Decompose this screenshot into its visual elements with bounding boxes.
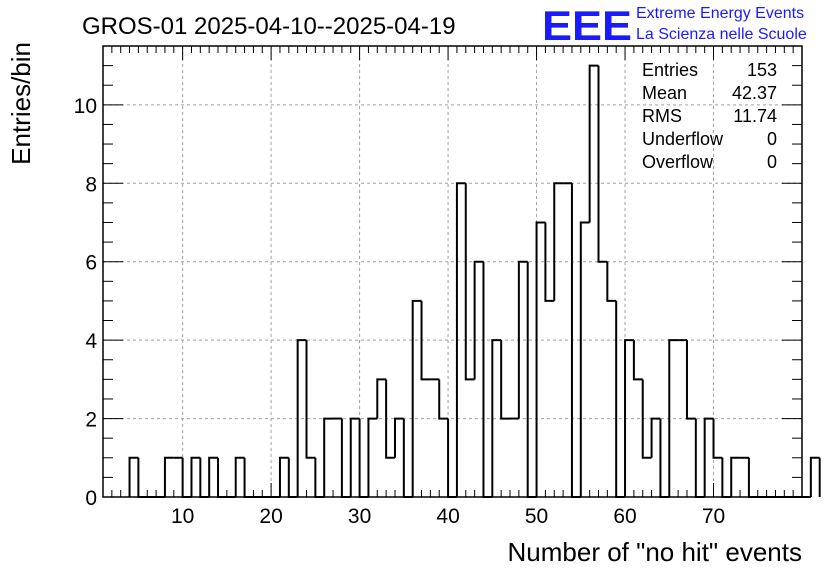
logo-mark: EEE	[542, 2, 632, 49]
histogram-bin	[491, 339, 502, 497]
histogram-bin	[685, 340, 696, 420]
y-tick-label: 6	[85, 252, 97, 275]
histogram-bin	[376, 378, 387, 419]
axis-ticks	[103, 46, 802, 497]
histogram-bin	[208, 456, 219, 497]
histogram-bin	[438, 379, 449, 420]
histogram-bin	[349, 417, 360, 497]
x-tick-label: 10	[171, 505, 194, 528]
y-tick-label: 4	[85, 330, 97, 353]
x-tick-label: 50	[525, 505, 548, 528]
histogram-bin	[181, 457, 192, 498]
histogram-bin	[340, 418, 351, 498]
histogram-bin	[624, 339, 634, 497]
histogram-bin	[234, 456, 245, 497]
histogram-bin	[385, 379, 395, 459]
histogram-bin	[535, 221, 546, 497]
histogram-bin	[747, 457, 758, 498]
histogram-bin	[455, 182, 466, 497]
x-tick-label: 40	[436, 505, 459, 528]
histogram-bin	[367, 417, 378, 497]
histogram-bin	[411, 299, 422, 497]
stat-value: 0	[767, 129, 777, 149]
stat-value: 42.37	[732, 83, 777, 103]
x-axis-label: Number of "no hit" events	[508, 537, 803, 567]
histogram-bin	[190, 456, 201, 497]
stats-box: Entries 153 Mean 42.37 RMS 11.74 Underflow 0 Ove…	[642, 60, 777, 172]
y-tick-labels: 0 2 4 6 8 10	[74, 95, 98, 510]
histogram-bin	[296, 339, 307, 497]
stat-label: Overflow	[642, 152, 714, 172]
histogram-bin	[393, 417, 404, 458]
histogram-bin	[712, 418, 723, 459]
x-tick-label: 20	[259, 505, 282, 528]
histogram-bin	[420, 300, 431, 381]
histogram-bin	[473, 260, 484, 380]
histogram-bin	[199, 457, 210, 498]
histogram-bin	[287, 457, 298, 498]
histogram-bin	[553, 182, 564, 301]
histogram-bin	[305, 340, 316, 459]
histogram-bin	[606, 261, 617, 302]
y-tick-label: 0	[85, 487, 97, 510]
grid-lines	[103, 46, 802, 497]
histogram-bin	[243, 457, 254, 498]
histogram-bin	[668, 339, 679, 497]
histogram-bin	[128, 456, 139, 497]
x-tick-label: 60	[613, 505, 636, 528]
plot-frame	[102, 45, 803, 498]
stat-label: Underflow	[642, 129, 724, 149]
histogram-bin	[659, 418, 670, 498]
histogram-bin	[632, 340, 643, 381]
histogram-bin	[544, 222, 555, 302]
histogram-bin	[500, 340, 511, 420]
stat-label: Entries	[642, 60, 698, 80]
chart-title: GROS-01 2025-04-10--2025-04-19	[82, 13, 456, 40]
histogram-bin	[482, 261, 493, 498]
histogram-bin	[358, 418, 369, 498]
y-axis-label: Entries/bin	[6, 42, 36, 165]
histogram-bin	[703, 417, 714, 497]
histogram-bin	[517, 260, 528, 419]
histogram-bin	[137, 457, 148, 498]
stat-label: RMS	[642, 106, 682, 126]
stat-value: 0	[767, 152, 777, 172]
stat-value: 11.74	[733, 106, 777, 126]
stat-label: Mean	[642, 83, 687, 103]
histogram-bin	[694, 418, 705, 498]
x-tick-labels: 10 20 30 40 50 60 70	[171, 505, 725, 528]
x-tick-label: 70	[702, 505, 725, 528]
histogram-bin	[730, 456, 741, 497]
logo-line-2: La Scienza nelle Scuole	[636, 26, 807, 43]
histogram-bin	[402, 418, 413, 498]
stat-value: 153	[747, 60, 777, 80]
y-tick-label: 8	[85, 173, 97, 196]
y-tick-label: 2	[85, 409, 97, 432]
histogram-bin	[721, 457, 732, 498]
histogram-bin	[217, 457, 227, 498]
histogram-bin	[588, 64, 599, 223]
histogram-bin	[278, 456, 289, 497]
histogram-bin	[447, 418, 457, 498]
histogram-bin	[323, 417, 334, 497]
histogram-bin	[314, 457, 325, 498]
y-tick-label: 10	[74, 95, 97, 118]
histogram-bin	[809, 456, 820, 497]
eee-logo: EEE Extreme Energy Events La Scienza nel…	[542, 2, 807, 49]
logo-line-1: Extreme Energy Events	[636, 5, 804, 22]
histogram-bin	[464, 183, 475, 381]
histogram-bin	[526, 261, 537, 498]
histogram-bin	[650, 417, 661, 458]
histogram-bin	[163, 456, 174, 497]
x-tick-label: 30	[348, 505, 371, 528]
histogram-bin	[579, 221, 590, 497]
histogram-bin	[597, 65, 608, 263]
histogram-bin	[615, 300, 626, 498]
histogram-bin	[641, 379, 652, 459]
